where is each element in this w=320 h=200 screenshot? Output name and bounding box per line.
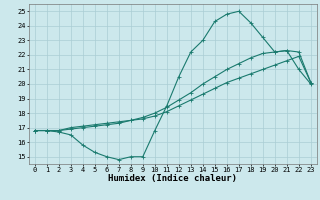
X-axis label: Humidex (Indice chaleur): Humidex (Indice chaleur) xyxy=(108,174,237,183)
